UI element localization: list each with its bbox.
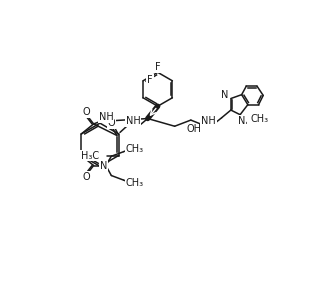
Text: CH₃: CH₃ — [251, 114, 269, 124]
Text: OH: OH — [187, 124, 202, 134]
Text: H₃C: H₃C — [81, 151, 100, 160]
Text: N: N — [221, 90, 228, 100]
Text: O: O — [83, 107, 90, 117]
Text: NH: NH — [126, 116, 141, 126]
Text: NH: NH — [99, 112, 113, 122]
Text: F: F — [147, 75, 153, 85]
Text: N: N — [238, 116, 245, 126]
Text: O: O — [83, 172, 90, 182]
Text: CH₃: CH₃ — [126, 178, 143, 188]
Text: N: N — [100, 160, 107, 171]
Text: O: O — [108, 118, 115, 128]
Text: NH: NH — [201, 116, 216, 126]
Text: F: F — [155, 62, 161, 72]
Text: CH₃: CH₃ — [126, 144, 143, 154]
